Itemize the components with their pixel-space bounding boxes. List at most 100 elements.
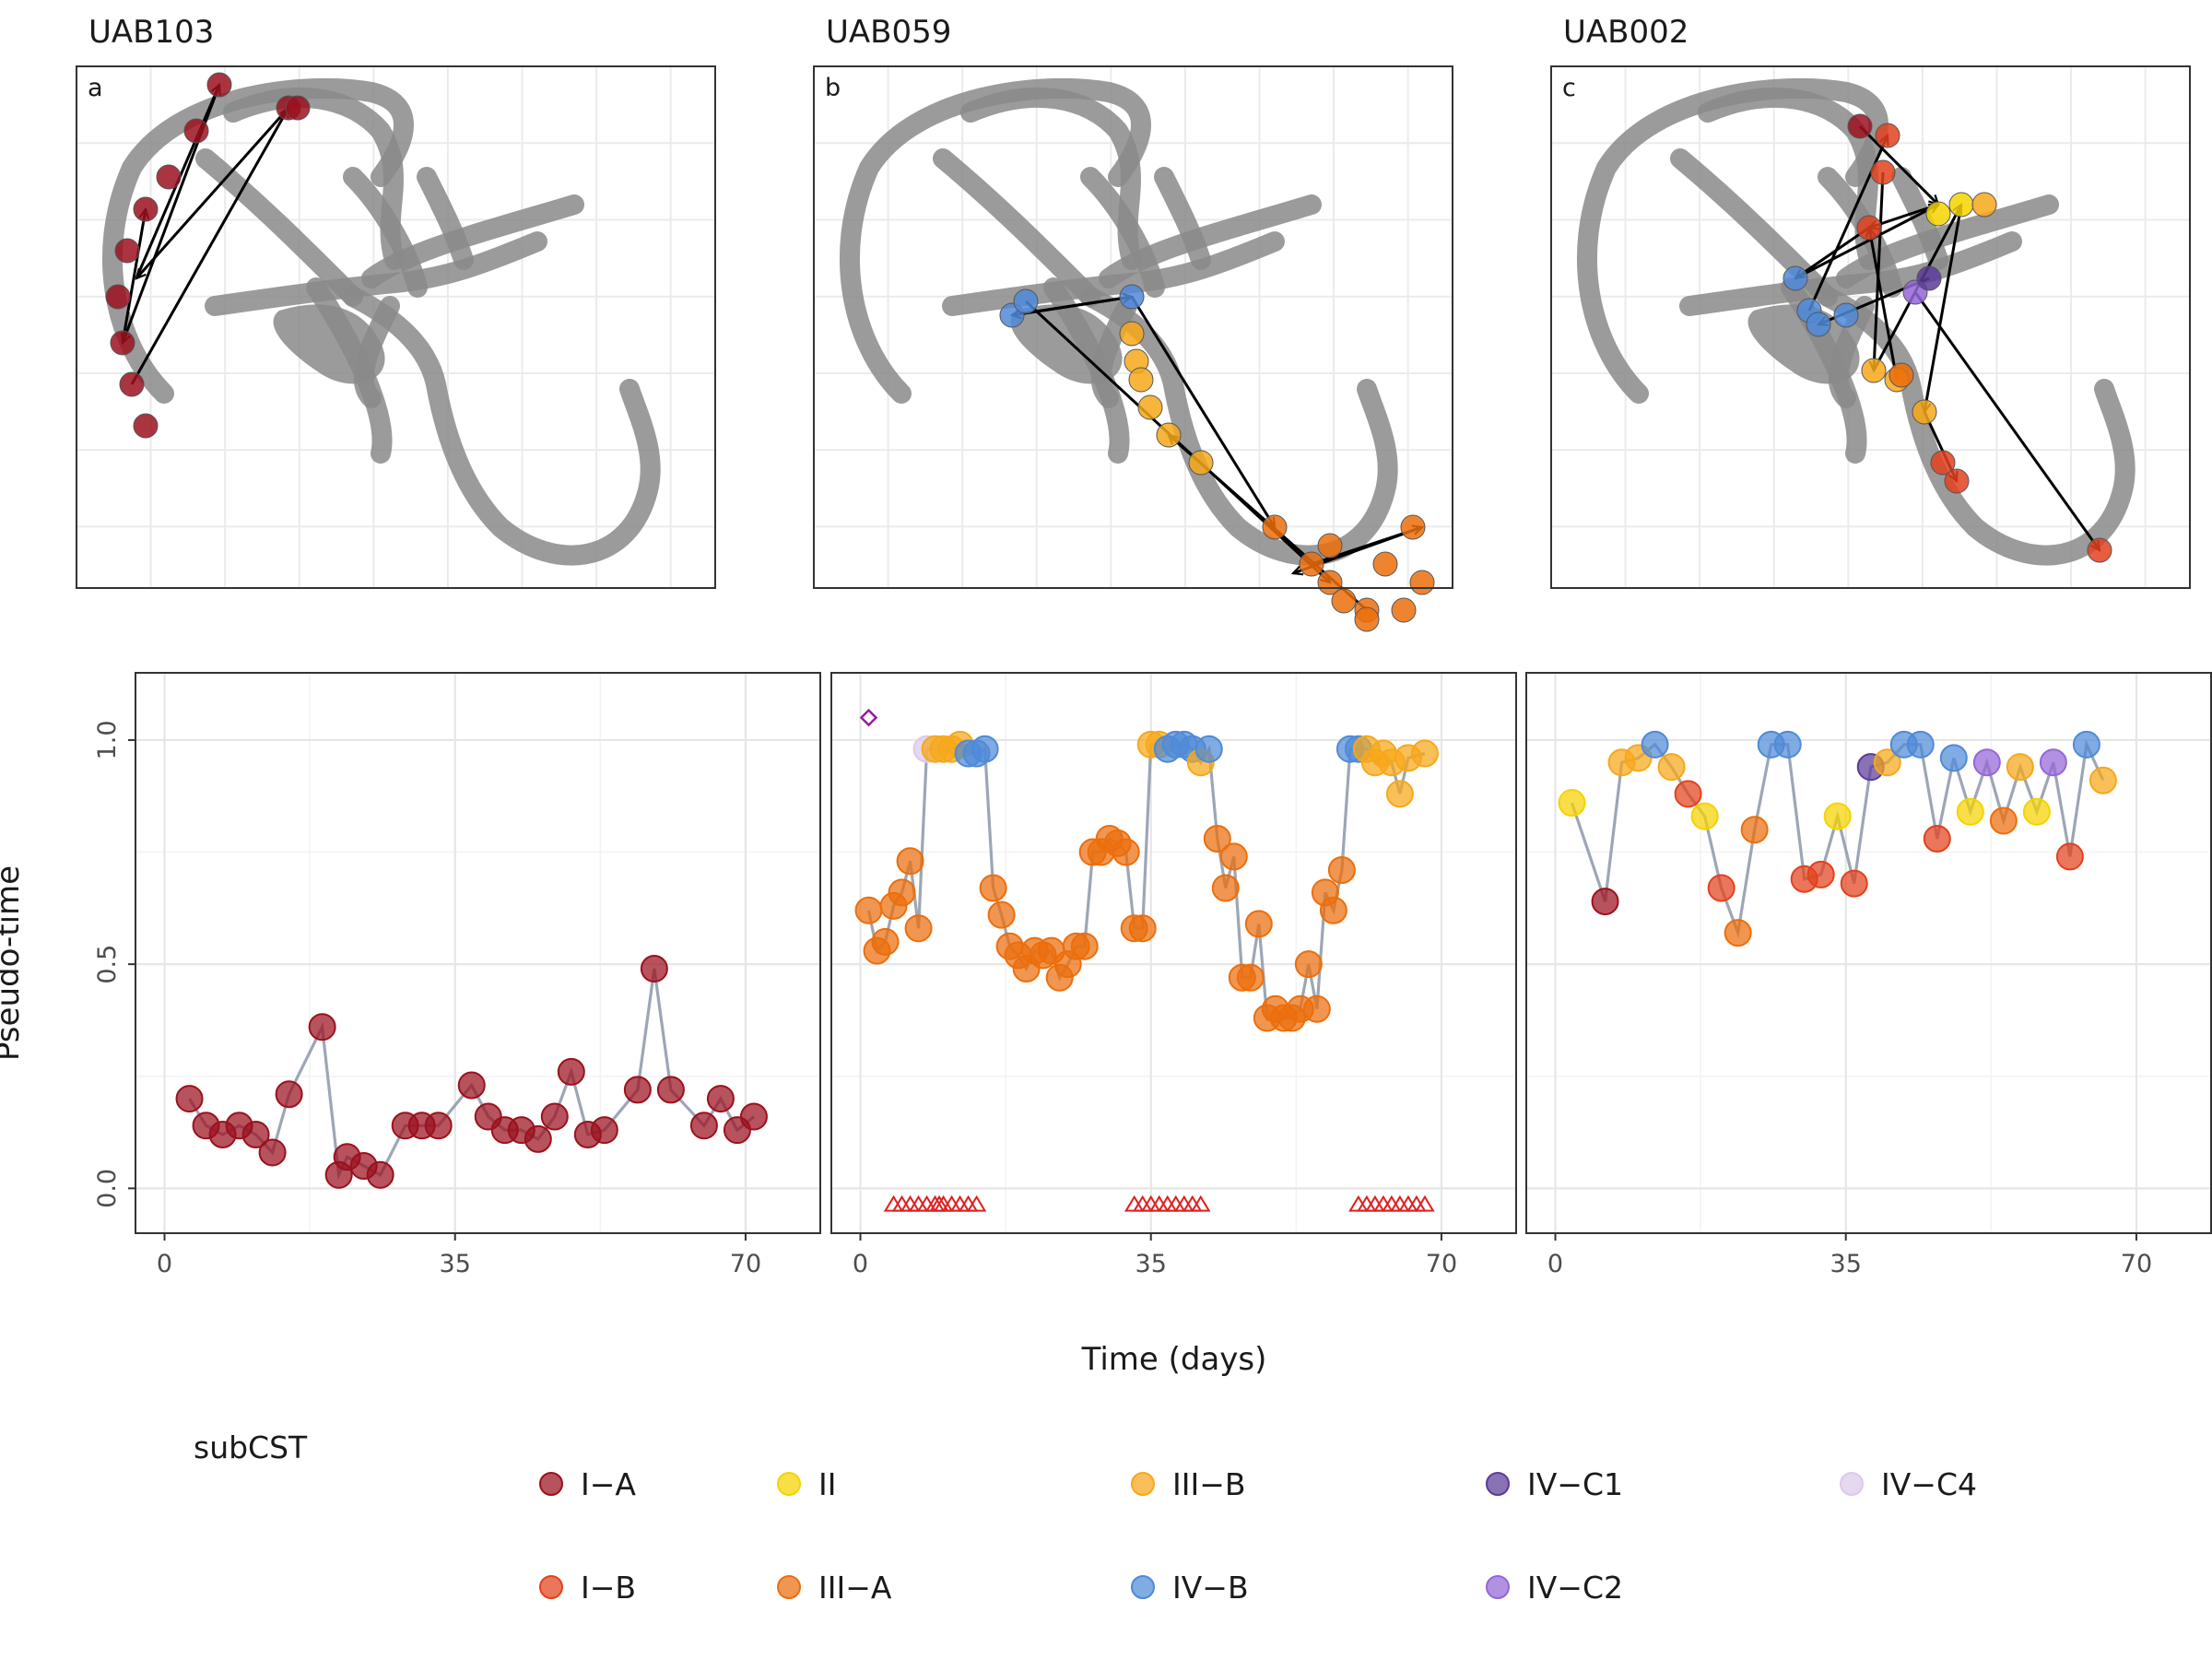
menses-marker [1365, 1194, 1385, 1212]
pseudotime-panels: 0 35 70 0.0 0.5 1.0 0 35 70 0 35 70 [93, 672, 2212, 1278]
embedding-panel: b [813, 65, 1453, 632]
data-point [1657, 753, 1686, 782]
data-point [1591, 888, 1619, 916]
trajectory-arrow [1913, 291, 2100, 550]
x-tick-label: 70 [1426, 1250, 1457, 1278]
menses-marker [891, 1194, 912, 1212]
data-point [457, 1071, 486, 1100]
menses-marker [1148, 1194, 1170, 1212]
sample-point [1331, 588, 1357, 614]
sample-point [1391, 597, 1417, 623]
legend-title: subCST [194, 1430, 308, 1465]
data-point [1219, 842, 1248, 871]
sample-point [1128, 367, 1154, 393]
sample-point [1119, 321, 1145, 347]
trajectory-arrow [136, 107, 290, 278]
data-point [979, 874, 1007, 902]
y-tick-label: 0.5 [93, 945, 122, 984]
panel-border [830, 672, 1517, 1234]
data-point [308, 1013, 336, 1041]
legend-label: I−B [581, 1570, 636, 1606]
data-point [1873, 748, 1901, 777]
data-point [1128, 914, 1157, 943]
manifold-branch [343, 287, 661, 566]
data-point [854, 896, 883, 924]
legend-swatch [1131, 1575, 1155, 1599]
data-point [2022, 797, 2051, 826]
sample-point [1971, 192, 1997, 218]
sample-point [119, 371, 145, 397]
manifold-branch [223, 87, 405, 270]
panel-label: a [88, 74, 103, 102]
data-point [366, 1160, 394, 1189]
trajectory-arrow [1130, 296, 1275, 527]
sample-point [110, 330, 135, 356]
x-axis-label: Time (days) [1081, 1341, 1267, 1378]
manifold-branch [942, 231, 1285, 316]
data-point [987, 900, 1016, 929]
menses-marker [1132, 1194, 1153, 1212]
x-tick-label: 70 [2121, 1250, 2152, 1278]
manifold-branch [205, 231, 547, 316]
data-point [1740, 816, 1769, 844]
data-point [1203, 824, 1231, 853]
manifold-branch [1818, 287, 2136, 566]
sample-point [133, 196, 159, 222]
x-tick-label: 35 [440, 1250, 471, 1278]
sample-point [1916, 265, 1942, 291]
sample-point [1188, 450, 1214, 476]
data-point [1707, 874, 1735, 902]
data-point [1674, 780, 1702, 808]
data-point [1906, 730, 1935, 759]
data-point [2039, 748, 2067, 777]
x-tick-label: 0 [853, 1250, 868, 1278]
x-tick-label: 35 [1830, 1250, 1862, 1278]
legend-swatch [539, 1472, 563, 1496]
data-point [689, 1112, 718, 1140]
data-point [1923, 824, 1951, 853]
embedding-panel: a [76, 65, 716, 589]
data-point [1641, 730, 1669, 759]
sample-point [1317, 533, 1343, 559]
embedding-panel: c [1550, 65, 2191, 589]
trajectory-arrow [121, 209, 146, 344]
sample-point [1400, 514, 1426, 540]
menses-marker [958, 1194, 979, 1212]
manifold-branch [417, 167, 474, 270]
data-point [175, 1085, 204, 1113]
trajectory-arrow [1794, 203, 1938, 280]
sample-point [1948, 192, 1974, 218]
trajectory-arrow [1924, 204, 1963, 412]
menses-marker [966, 1194, 987, 1212]
sample-point [1944, 468, 1970, 494]
sample-point [1861, 358, 1887, 383]
legend-label: IV−B [1172, 1570, 1249, 1606]
sample-point [105, 284, 131, 310]
menses-marker [908, 1194, 929, 1212]
data-point [706, 1085, 735, 1113]
data-point [1823, 802, 1852, 830]
data-point [1989, 806, 2018, 835]
menses-marker [1373, 1194, 1394, 1212]
data-point [1194, 735, 1223, 763]
data-point [557, 1057, 585, 1086]
sample-point [1262, 514, 1288, 540]
legend-label: IV−C4 [1881, 1466, 1977, 1502]
data-point [871, 927, 900, 956]
legend-swatch [777, 1472, 801, 1496]
legend-swatch [539, 1575, 563, 1599]
menses-marker [1390, 1194, 1410, 1212]
sample-point [1119, 284, 1145, 310]
sample-point [1912, 399, 1937, 425]
panel-title-uab059: UAB059 [826, 14, 951, 51]
data-point [275, 1080, 303, 1109]
manifold-branch [1698, 87, 1879, 270]
data-point [1773, 730, 1802, 759]
data-point [971, 735, 999, 763]
legend-label: III−A [818, 1570, 892, 1606]
sample-point [114, 238, 140, 264]
manifold-branch [1154, 167, 1211, 270]
data-point [1724, 919, 1752, 947]
data-point [2006, 753, 2034, 782]
